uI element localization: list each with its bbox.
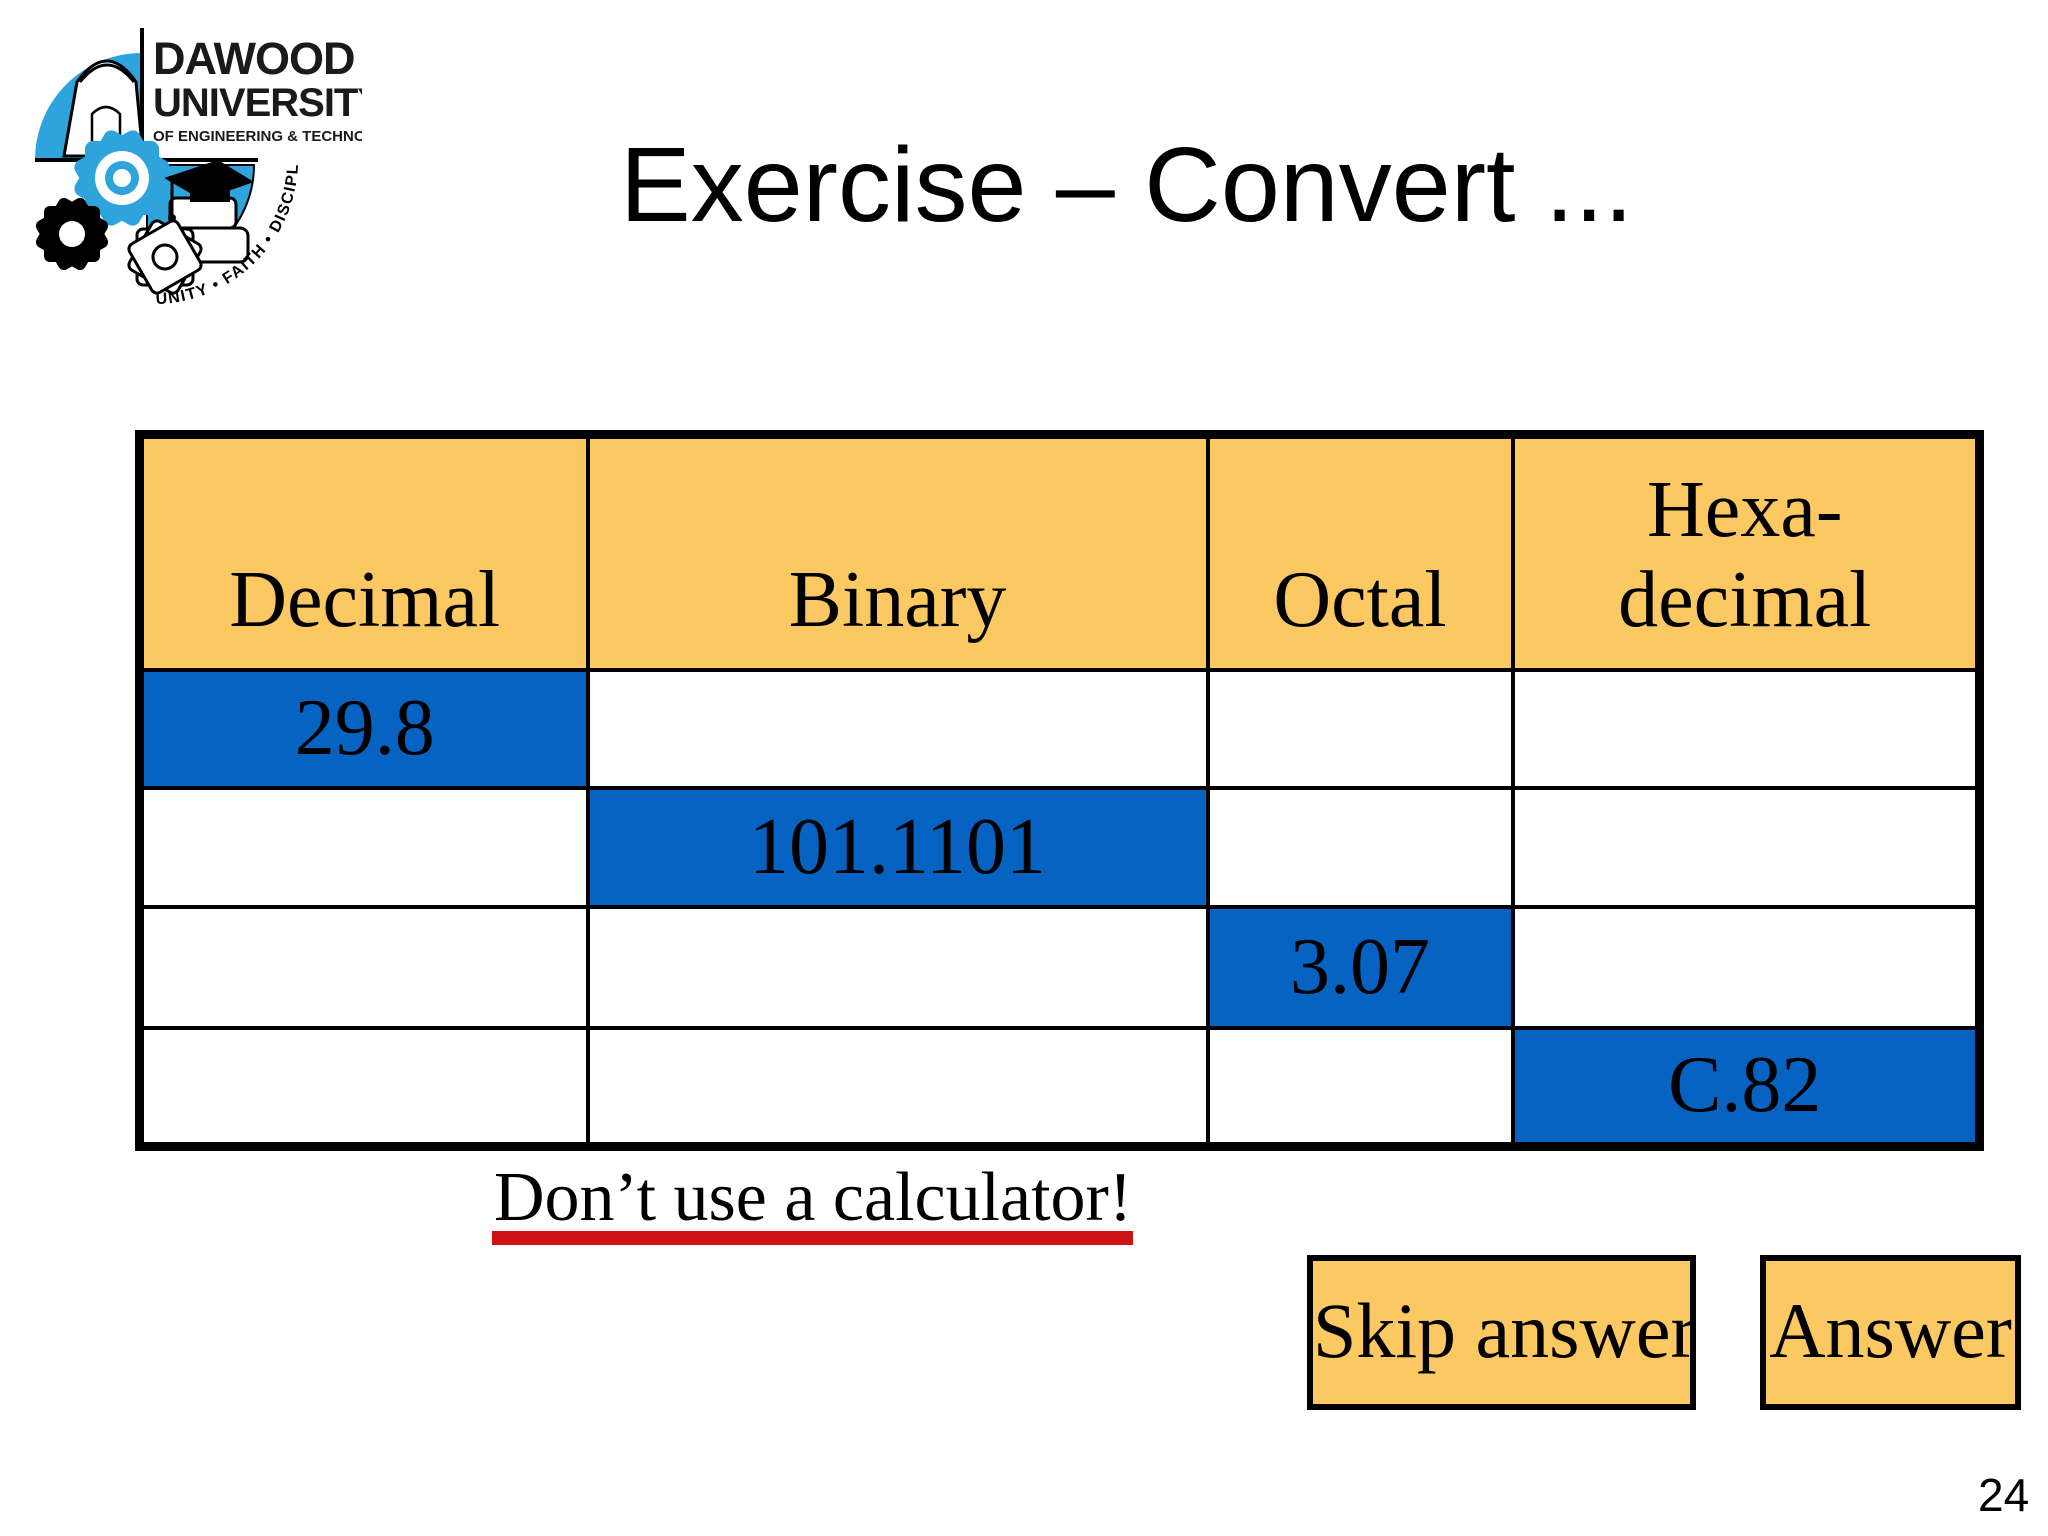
cell-decimal-blank (137, 785, 590, 909)
skip-answer-button[interactable]: Skip answer (1307, 1255, 1696, 1410)
logo-gear-white (127, 219, 203, 295)
cell-decimal-blank (137, 904, 590, 1030)
table-row: C.82 (137, 1025, 1982, 1149)
page-number: 24 (1978, 1469, 2030, 1521)
logo-gear-blue (74, 130, 170, 226)
table-row: 3.07 (137, 904, 1982, 1030)
table-row: 101.1101 (137, 785, 1982, 909)
column-header-binary: Binary (585, 432, 1210, 672)
cell-hexadecimal-blank (1510, 904, 1982, 1030)
column-header-octal: Octal (1205, 432, 1515, 672)
page-title: Exercise – Convert ... (620, 126, 1634, 244)
cell-hexadecimal-given: C.82 (1510, 1025, 1982, 1149)
cell-octal-blank (1205, 667, 1515, 790)
red-underline (492, 1231, 1133, 1245)
cell-octal-blank (1205, 1025, 1515, 1149)
cell-decimal-given: 29.8 (137, 667, 590, 790)
table-header-row: Decimal Binary Octal Hexa- decimal (137, 432, 1982, 672)
university-logo: UNITY • FAITH • DISCIPLINE DAWOOD UNIVER… (22, 10, 362, 308)
logo-name-line3: OF ENGINEERING & TECHNOLOGY (153, 128, 362, 145)
table-row: 29.8 (137, 667, 1982, 790)
cell-binary-given: 101.1101 (585, 785, 1210, 909)
cell-binary-blank (585, 904, 1210, 1030)
cell-decimal-blank (137, 1025, 590, 1149)
cell-binary-blank (585, 1025, 1210, 1149)
column-header-decimal: Decimal (137, 432, 590, 672)
cell-binary-blank (585, 667, 1210, 790)
no-calculator-note: Don’t use a calculator! (494, 1159, 1133, 1236)
column-header-hexadecimal: Hexa- decimal (1510, 432, 1982, 672)
cell-octal-blank (1205, 785, 1515, 909)
cell-hexadecimal-blank (1510, 785, 1982, 909)
cell-octal-given: 3.07 (1205, 904, 1515, 1030)
cell-hexadecimal-blank (1510, 667, 1982, 790)
logo-gear-black (35, 197, 109, 271)
logo-name-line2: UNIVERSITY (153, 81, 362, 125)
conversion-table: Decimal Binary Octal Hexa- decimal 29.8 … (135, 430, 1984, 1151)
answer-button[interactable]: Answer (1760, 1255, 2021, 1410)
logo-name-line1: DAWOOD (153, 33, 355, 84)
